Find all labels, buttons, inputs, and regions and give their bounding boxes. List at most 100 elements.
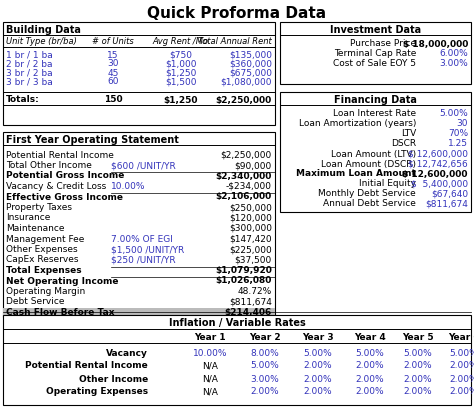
Text: $2,340,000: $2,340,000 [216, 171, 272, 180]
Text: N/A: N/A [202, 362, 218, 371]
Text: DSCR: DSCR [391, 139, 416, 148]
Text: $120,000: $120,000 [229, 213, 272, 222]
Text: Loan Interest Rate: Loan Interest Rate [333, 110, 416, 119]
Text: 6.00%: 6.00% [439, 49, 468, 58]
Text: 2.00%: 2.00% [304, 362, 332, 371]
Text: $2,106,000: $2,106,000 [216, 193, 272, 202]
Text: $675,000: $675,000 [229, 68, 272, 77]
Text: Year 1: Year 1 [194, 333, 226, 342]
Text: $300,000: $300,000 [229, 224, 272, 233]
Text: 70%: 70% [448, 130, 468, 139]
Bar [3, 315, 471, 405]
Text: Other Income: Other Income [79, 375, 148, 384]
Text: $811,674: $811,674 [229, 297, 272, 306]
Text: $214,406: $214,406 [225, 308, 272, 317]
Text: $2,250,000: $2,250,000 [221, 151, 272, 160]
Text: Inflation / Variable Rates: Inflation / Variable Rates [169, 318, 305, 328]
Text: Insurance: Insurance [6, 213, 50, 222]
Text: $1,500: $1,500 [165, 77, 197, 86]
Text: Purchase Price: Purchase Price [350, 40, 416, 49]
Text: $225,000: $225,000 [229, 245, 272, 254]
Text: $250 /UNIT/YR: $250 /UNIT/YR [111, 256, 176, 265]
Text: $1,500 /UNIT/YR: $1,500 /UNIT/YR [111, 245, 184, 254]
Text: Total Annual Rent: Total Annual Rent [198, 38, 272, 47]
Text: 3.00%: 3.00% [439, 59, 468, 68]
Text: $1,080,000: $1,080,000 [220, 77, 272, 86]
Bar [280, 22, 471, 84]
Text: $750: $750 [170, 50, 192, 59]
Bar [280, 92, 471, 212]
Text: 2.00%: 2.00% [404, 375, 432, 384]
Text: Property Taxes: Property Taxes [6, 203, 72, 212]
Text: $1,079,920: $1,079,920 [215, 266, 272, 275]
Text: 5.00%: 5.00% [356, 348, 384, 357]
Text: Maximum Loan Amount: Maximum Loan Amount [296, 169, 416, 178]
Text: -$234,000: -$234,000 [226, 182, 272, 191]
Text: N/A: N/A [202, 387, 218, 396]
Text: $90,000: $90,000 [235, 161, 272, 170]
Text: 10.00%: 10.00% [111, 182, 146, 191]
Text: Year 2: Year 2 [249, 333, 281, 342]
Text: $600 /UNIT/YR: $600 /UNIT/YR [111, 161, 176, 170]
Text: 3 br / 2 ba: 3 br / 2 ba [6, 68, 53, 77]
Text: Maintenance: Maintenance [6, 224, 64, 233]
Text: Net Operating Income: Net Operating Income [6, 276, 118, 285]
Text: First Year Operating Statement: First Year Operating Statement [6, 135, 179, 145]
Text: Debt Service: Debt Service [6, 297, 64, 306]
Text: 2.00%: 2.00% [304, 387, 332, 396]
Text: Management Fee: Management Fee [6, 234, 84, 243]
Text: $ 12,742,656: $ 12,742,656 [408, 160, 468, 169]
Text: # of Units: # of Units [92, 38, 134, 47]
Text: Loan Amount (DSCR): Loan Amount (DSCR) [321, 160, 416, 169]
Text: $1,250: $1,250 [165, 68, 197, 77]
Text: 2.00%: 2.00% [404, 362, 432, 371]
Text: Operating Expenses: Operating Expenses [46, 387, 148, 396]
Text: Total Other Income: Total Other Income [6, 161, 92, 170]
Text: 2 br / 2 ba: 2 br / 2 ba [6, 59, 53, 68]
Text: Potential Rental Income: Potential Rental Income [6, 151, 114, 160]
Text: Other Expenses: Other Expenses [6, 245, 78, 254]
Text: Year 4: Year 4 [354, 333, 386, 342]
Text: 1 br / 1 ba: 1 br / 1 ba [6, 50, 53, 59]
Text: Building Data: Building Data [6, 25, 81, 35]
Text: $147,420: $147,420 [229, 234, 272, 243]
Text: 48.72%: 48.72% [238, 287, 272, 296]
Text: $1,026,080: $1,026,080 [216, 276, 272, 285]
Text: 2.00%: 2.00% [404, 387, 432, 396]
Text: Vacancy: Vacancy [106, 348, 148, 357]
Text: 60: 60 [107, 77, 119, 86]
Text: Vacancy & Credit Loss: Vacancy & Credit Loss [6, 182, 106, 191]
Text: Potential Rental Income: Potential Rental Income [25, 362, 148, 371]
Text: 150: 150 [104, 95, 122, 105]
Text: 1.25: 1.25 [448, 139, 468, 148]
Text: 2.00%: 2.00% [450, 362, 474, 371]
Text: 30: 30 [107, 59, 119, 68]
Text: 15: 15 [107, 50, 119, 59]
Text: 7.00% OF EGI: 7.00% OF EGI [111, 234, 173, 243]
Text: 45: 45 [107, 68, 118, 77]
Text: N/A: N/A [202, 375, 218, 384]
Text: LTV: LTV [401, 130, 416, 139]
Text: 3 br / 3 ba: 3 br / 3 ba [6, 77, 53, 86]
Text: $2,250,000: $2,250,000 [216, 95, 272, 105]
Text: 5.00%: 5.00% [439, 110, 468, 119]
Text: Terminal Cap Rate: Terminal Cap Rate [334, 49, 416, 58]
Text: 2.00%: 2.00% [356, 375, 384, 384]
Text: Unit Type (br/ba): Unit Type (br/ba) [6, 38, 77, 47]
Text: 2.00%: 2.00% [356, 362, 384, 371]
Bar [3, 308, 275, 318]
Text: Effective Gross Income: Effective Gross Income [6, 193, 123, 202]
Text: Annual Debt Service: Annual Debt Service [323, 200, 416, 209]
Text: $1,000: $1,000 [165, 59, 197, 68]
Text: 5.00%: 5.00% [404, 348, 432, 357]
Text: 2.00%: 2.00% [450, 375, 474, 384]
Text: 5.00%: 5.00% [251, 362, 279, 371]
Text: $  5,400,000: $ 5,400,000 [411, 180, 468, 189]
Text: 3.00%: 3.00% [251, 375, 279, 384]
Text: $1,250: $1,250 [164, 95, 198, 105]
Text: Investment Data: Investment Data [330, 25, 421, 35]
Text: 2.00%: 2.00% [304, 375, 332, 384]
Text: Operating Margin: Operating Margin [6, 287, 85, 296]
Text: Monthly Debt Service: Monthly Debt Service [318, 189, 416, 198]
Bar [3, 132, 275, 317]
